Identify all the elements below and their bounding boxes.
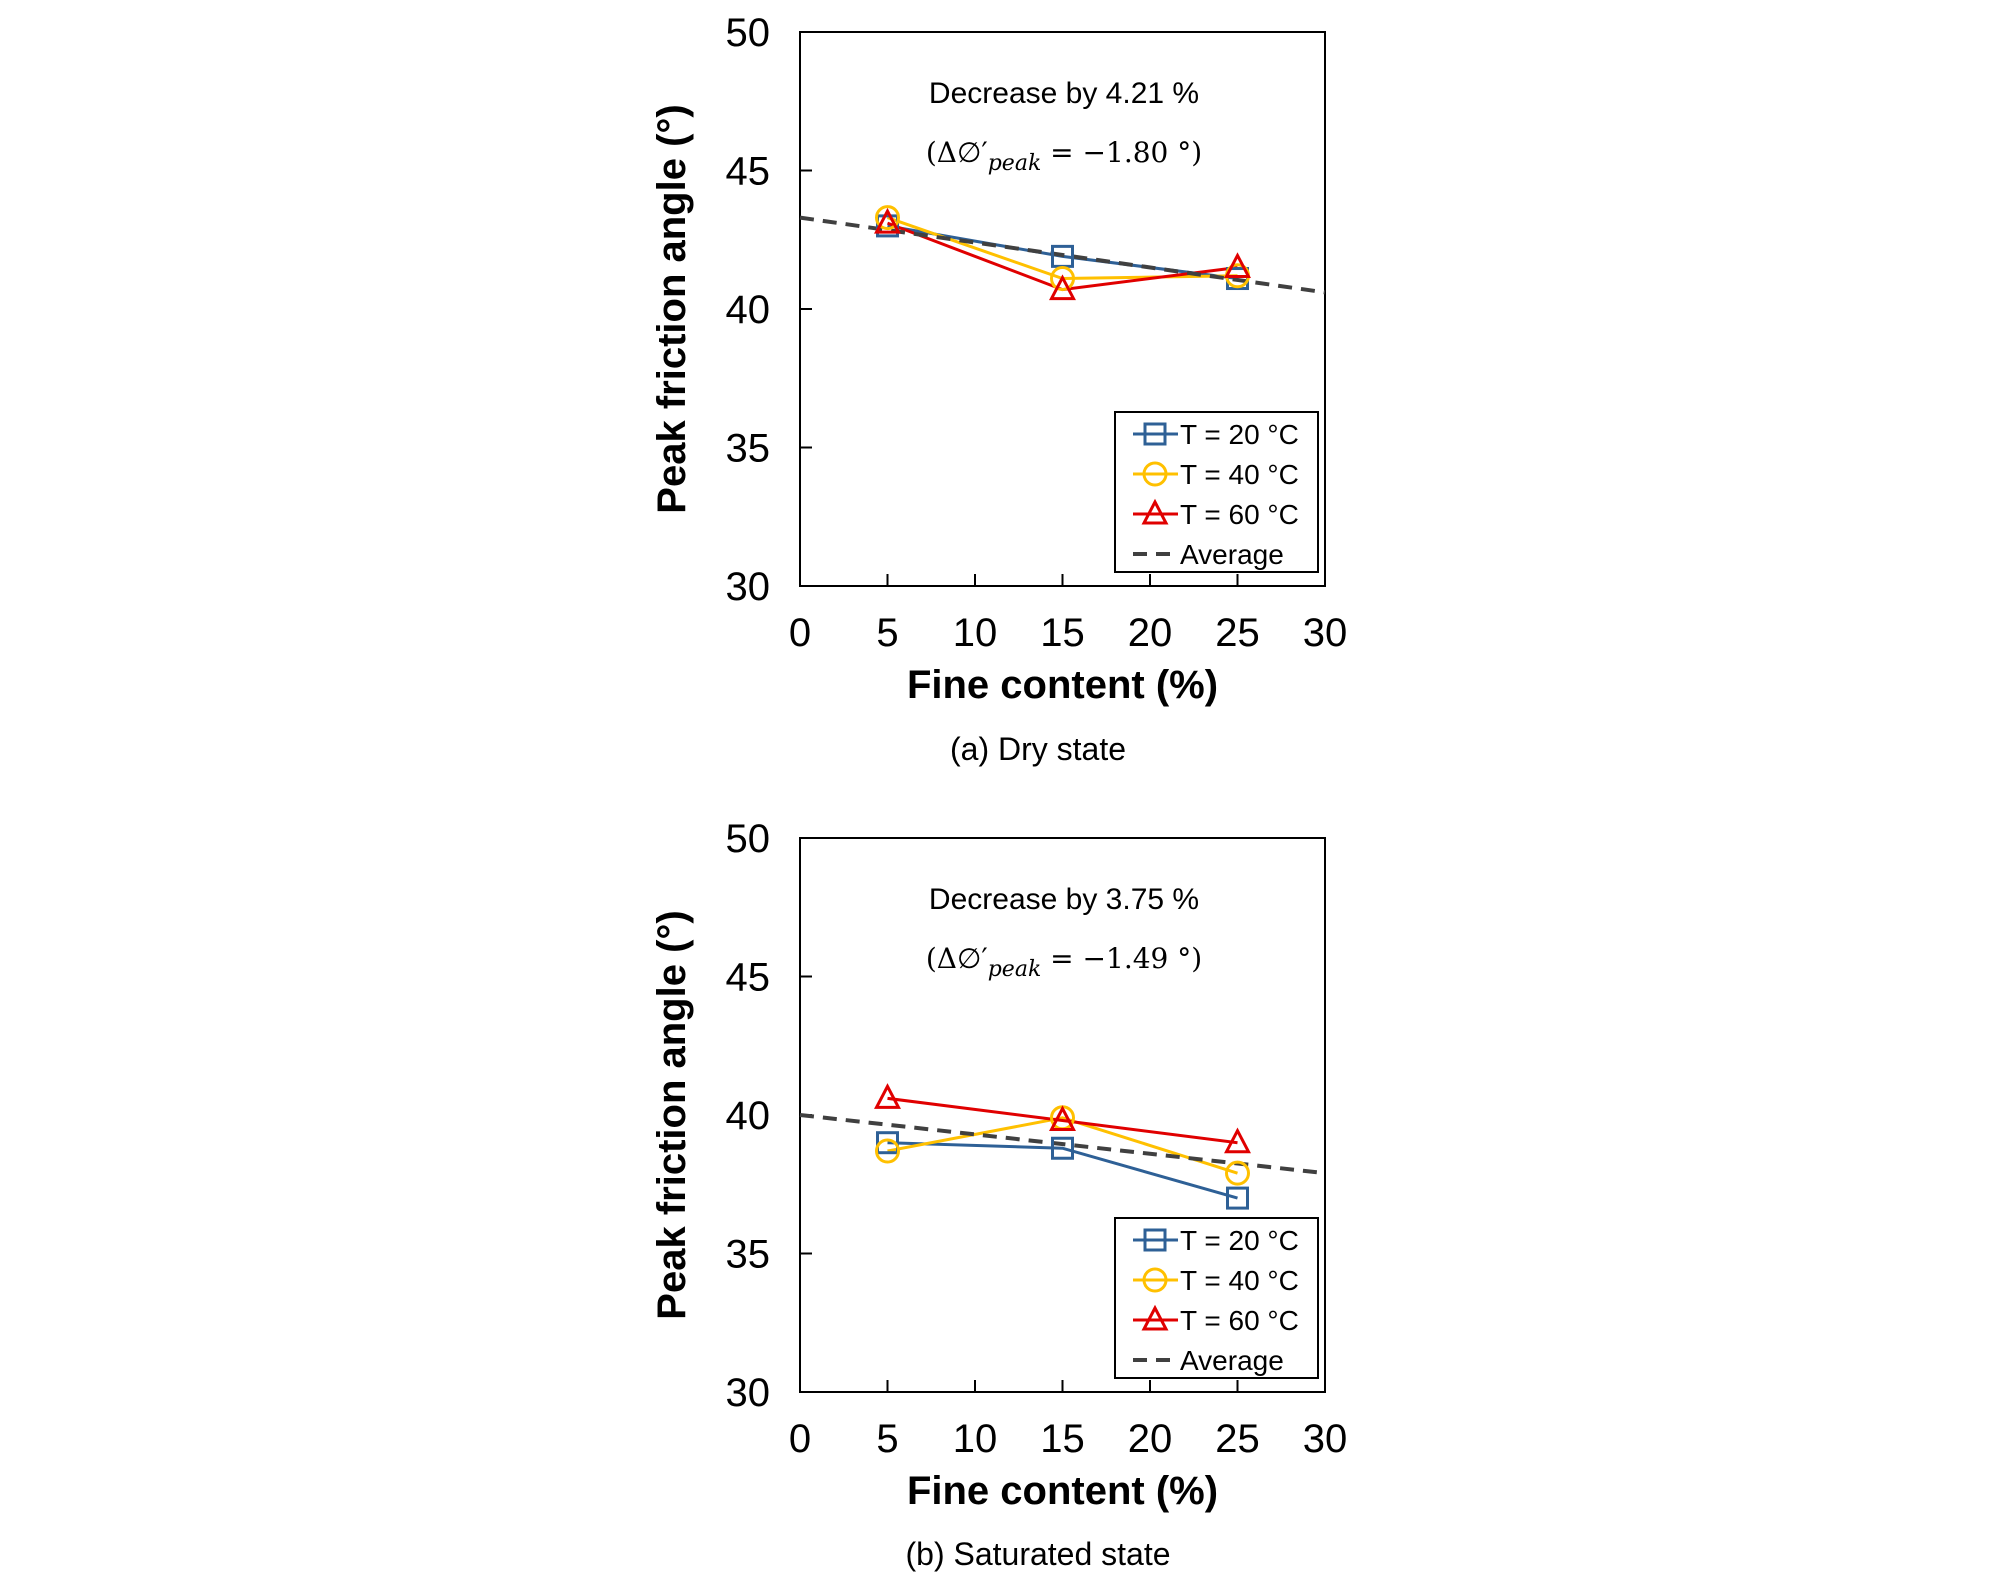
data-point — [1225, 1160, 1250, 1186]
x-tick-label: 15 — [1040, 611, 1085, 655]
data-point — [874, 1083, 901, 1109]
legend-label: T = 20 °C — [1180, 419, 1299, 450]
legend-label: Average — [1180, 539, 1284, 570]
x-tick-label: 0 — [789, 611, 811, 655]
legend-marker — [1142, 1267, 1168, 1293]
formula-text: (Δ∅′peak = −1.49 °) — [926, 942, 1202, 982]
x-tick-label: 20 — [1128, 611, 1173, 655]
y-tick-label: 50 — [726, 11, 771, 55]
x-tick-label: 5 — [876, 611, 898, 655]
x-tick-label: 25 — [1215, 611, 1260, 655]
legend-label: T = 60 °C — [1180, 1305, 1299, 1336]
legend-marker — [1143, 422, 1167, 446]
x-tick-label: 10 — [953, 1417, 998, 1461]
data-point — [1051, 244, 1074, 268]
data-point — [1049, 1105, 1076, 1132]
x-tick-label: 20 — [1128, 1417, 1173, 1461]
series-line — [887, 1116, 1238, 1175]
y-tick-label: 40 — [726, 288, 771, 332]
y-axis-label: Peak friction angle (°) — [650, 910, 694, 1319]
series-line — [799, 215, 1326, 295]
legend-box — [1114, 411, 1319, 573]
x-axis-label: Fine content (%) — [907, 1469, 1218, 1513]
x-tick-label: 30 — [1303, 1417, 1348, 1461]
x-tick-label: 10 — [953, 611, 998, 655]
y-tick-label: 45 — [726, 956, 771, 1000]
legend-marker — [1143, 1228, 1167, 1252]
x-tick-label: 5 — [876, 1417, 898, 1461]
data-point — [1224, 252, 1251, 278]
saturated-state-chart: 0 5 10 15 20 25 30 30 35 40 45 50 Fine content (%) Pe… — [650, 817, 1347, 1572]
x-tick-label: 25 — [1215, 1417, 1260, 1461]
y-tick-label: 35 — [726, 1233, 771, 1277]
series-line — [887, 1096, 1238, 1145]
y-axis-label: Peak friction angle (°) — [650, 104, 694, 513]
series-line — [887, 1141, 1238, 1200]
panel-caption: (a) Dry state — [950, 731, 1126, 767]
data-point — [874, 207, 901, 234]
legend-label: T = 40 °C — [1180, 1265, 1299, 1296]
data-point — [876, 214, 899, 238]
x-axis-label: Fine content (%) — [907, 663, 1218, 707]
y-tick-label: 45 — [726, 150, 771, 194]
y-tick-label: 35 — [726, 427, 771, 471]
data-point — [1224, 1127, 1251, 1154]
legend-label: Average — [1180, 1345, 1284, 1376]
dry-state-chart: 0 5 10 15 20 25 30 30 35 40 45 50 Fine content (%) Pe… — [650, 11, 1347, 767]
legend-marker — [1142, 461, 1168, 487]
y-tick-label: 30 — [726, 565, 771, 609]
legend-label: T = 20 °C — [1180, 1225, 1299, 1256]
annotation-text: Decrease by 4.21 % — [929, 77, 1199, 110]
legend-box — [1114, 1217, 1319, 1379]
y-tick-label: 40 — [726, 1094, 771, 1138]
legend-marker — [1141, 498, 1169, 525]
data-point — [1050, 266, 1075, 292]
data-point — [1051, 1136, 1074, 1160]
annotation-text: Decrease by 3.75 % — [929, 883, 1199, 916]
y-tick-label: 50 — [726, 817, 771, 861]
legend-label: T = 40 °C — [1180, 459, 1299, 490]
data-point — [875, 205, 900, 231]
x-tick-label: 30 — [1303, 611, 1348, 655]
legend-marker — [1141, 1304, 1169, 1331]
legend-label: T = 60 °C — [1180, 499, 1299, 530]
data-point — [876, 1131, 899, 1155]
data-point — [1226, 1186, 1249, 1210]
y-tick-label: 30 — [726, 1371, 771, 1415]
x-tick-label: 15 — [1040, 1417, 1085, 1461]
formula-text: (Δ∅′peak = −1.80 °) — [926, 136, 1202, 176]
data-point — [875, 1138, 900, 1164]
data-point — [1049, 274, 1076, 301]
x-tick-label: 0 — [789, 1417, 811, 1461]
panel-caption: (b) Saturated state — [905, 1536, 1170, 1572]
